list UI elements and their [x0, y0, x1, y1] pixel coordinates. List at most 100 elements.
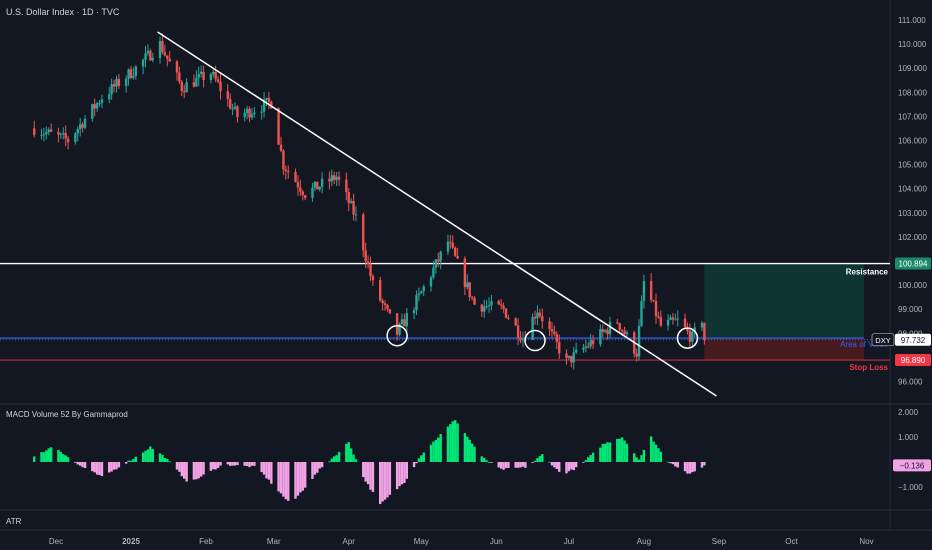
candle-body — [236, 106, 239, 118]
candle-body — [514, 318, 517, 326]
macd-bar — [420, 455, 423, 462]
candle — [589, 333, 592, 349]
macd-bar — [403, 462, 406, 483]
candle — [470, 295, 474, 301]
price-levels[interactable]: Resistance Area of Value Stop Loss — [0, 262, 890, 372]
macd-bar — [453, 420, 457, 462]
macd-bar — [335, 455, 338, 462]
macd-bar — [183, 462, 186, 479]
candle — [163, 44, 167, 57]
candle-body — [487, 305, 491, 307]
macd-bar — [216, 462, 220, 468]
resistance-label: Resistance — [846, 268, 889, 277]
candle-body — [192, 82, 196, 87]
candle — [100, 94, 104, 109]
candle-body — [480, 304, 484, 312]
candle — [369, 256, 372, 281]
macd-bar — [352, 454, 355, 462]
candle — [158, 36, 162, 64]
candle-body — [432, 267, 435, 278]
macd-bar — [524, 462, 527, 468]
candle-body — [548, 321, 551, 329]
trendline-layer[interactable] — [157, 31, 717, 397]
candle-body — [168, 58, 171, 62]
candle — [362, 212, 365, 258]
candle — [347, 187, 350, 212]
candle-body — [439, 251, 442, 262]
candle-body — [437, 259, 440, 262]
macd-bar — [608, 442, 612, 462]
macd-bar — [151, 449, 154, 462]
macd-bar — [248, 462, 251, 468]
candle-body — [451, 242, 454, 248]
macd-bar — [296, 462, 300, 496]
candle-body — [352, 201, 355, 215]
chart-title: U.S. Dollar Index · 1D · TVC — [6, 7, 120, 17]
touch-circle[interactable] — [676, 327, 699, 349]
macd-bar — [303, 462, 307, 488]
time-axis[interactable]: Dec 2025 Feb Mar Apr May Jun Jul Aug Sep Oct Nov — [49, 537, 874, 546]
candle-body — [287, 171, 290, 173]
candle-body — [669, 317, 672, 320]
candle-body — [330, 175, 334, 182]
candle-body — [499, 304, 503, 306]
candle — [395, 313, 399, 341]
candle — [66, 135, 70, 150]
candle — [192, 74, 196, 88]
candle-body — [33, 128, 36, 136]
macd-bar — [625, 443, 629, 462]
candle — [514, 317, 517, 326]
touch-circles[interactable] — [386, 324, 699, 352]
macd-bar — [328, 461, 331, 463]
candle — [253, 107, 256, 118]
macd-bar — [91, 462, 94, 472]
candle-body — [553, 331, 556, 334]
candle-body — [100, 99, 104, 104]
touch-circle[interactable] — [524, 329, 546, 352]
candle-body — [76, 129, 79, 134]
candle-body — [64, 133, 67, 139]
macd-bar — [616, 439, 619, 462]
macd-bar — [536, 458, 539, 462]
candle — [243, 108, 246, 122]
candle — [161, 33, 164, 55]
price-tick-label: 106.000 — [898, 137, 927, 146]
candle-body — [371, 276, 375, 281]
macd-axis[interactable]: 2.000 1.000 −1.000 — [898, 408, 923, 492]
position-zones[interactable] — [704, 263, 865, 361]
candle-body — [362, 214, 365, 251]
candle-body — [284, 169, 288, 172]
macd-bar — [93, 462, 96, 473]
candle — [446, 234, 450, 256]
current-price-badge-text: 97.732 — [901, 336, 926, 345]
candle — [456, 247, 459, 260]
macd-bar — [567, 462, 571, 472]
candle-body — [93, 104, 96, 109]
macd-bar — [519, 462, 522, 468]
candle — [437, 252, 440, 267]
candle-body — [483, 306, 486, 312]
candle — [141, 58, 145, 75]
candle-body — [74, 133, 77, 143]
candle — [337, 171, 341, 186]
candle — [649, 272, 653, 303]
candle — [572, 347, 575, 370]
candle — [320, 172, 324, 194]
macd-bar — [366, 462, 370, 485]
stop-zone[interactable] — [704, 338, 865, 361]
macd-value-badge-text: −0.136 — [900, 461, 925, 470]
macd-bar — [671, 462, 675, 465]
macd-bar — [311, 462, 314, 479]
macd-bar — [284, 462, 288, 500]
target-zone[interactable] — [704, 263, 865, 339]
candle — [335, 171, 338, 187]
touch-circle[interactable] — [386, 324, 408, 347]
candle-body — [98, 103, 101, 105]
candle-body — [405, 313, 409, 327]
macd-bar — [178, 462, 181, 472]
candle-body — [161, 40, 164, 53]
candle-body — [490, 301, 493, 306]
descending-trendline[interactable] — [157, 31, 717, 397]
candle — [49, 123, 53, 133]
